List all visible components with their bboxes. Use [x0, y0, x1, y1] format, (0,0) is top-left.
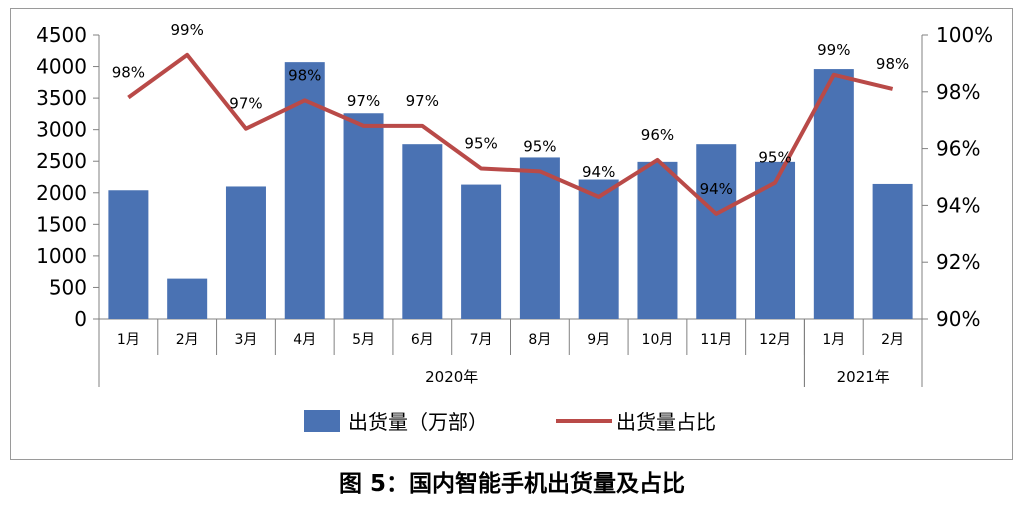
legend-line-label: 出货量占比 [616, 410, 716, 434]
x-tick-label: 1月 [117, 332, 140, 348]
legend-bar-label: 出货量（万部） [348, 410, 488, 434]
y-left-tick-label: 500 [49, 275, 87, 299]
line-layer [127, 52, 894, 216]
y-left-tick-label: 3500 [36, 86, 87, 110]
x-tick-label: 11月 [700, 332, 732, 348]
bar [167, 278, 208, 319]
bar [225, 186, 266, 319]
x-tick-label: 5月 [352, 332, 375, 348]
x-tick-label: 9月 [587, 332, 610, 348]
x-tick-label: 10月 [642, 332, 674, 348]
x-tick-label: 8月 [528, 332, 551, 348]
y-right-tick-label: 100% [936, 23, 993, 47]
bar [108, 190, 149, 319]
y-right-tick-label: 96% [936, 137, 980, 161]
legend-bar-swatch [304, 410, 340, 432]
data-label: 94% [582, 163, 615, 181]
chart-frame [10, 8, 1013, 460]
y-left-tick-label: 3000 [36, 118, 87, 142]
data-label: 95% [464, 134, 497, 152]
x-tick-label: 1月 [822, 332, 845, 348]
bar [872, 183, 913, 319]
data-label: 95% [758, 149, 791, 167]
y-right-tick-label: 94% [936, 193, 980, 217]
bar [696, 144, 737, 319]
y-left-tick-label: 4000 [36, 55, 87, 79]
bar [519, 157, 560, 319]
legend: 出货量（万部） 出货量占比 [304, 410, 716, 434]
bar [578, 179, 619, 319]
x-tick-label: 7月 [470, 332, 493, 348]
chart-caption: 图 5：国内智能手机出货量及占比 [339, 470, 685, 497]
data-label: 98% [876, 55, 909, 73]
data-label: 99% [171, 21, 204, 39]
x-tick-label: 12月 [759, 332, 791, 348]
data-label: 95% [523, 137, 556, 155]
data-label: 98% [288, 66, 321, 84]
y-right-tick-label: 90% [936, 307, 980, 331]
x-tick-label: 6月 [411, 332, 434, 348]
bar [813, 69, 854, 319]
axes-layer: 0 500 1000 1500 2000 2500 3000 3500 4000 4500 90% 9… [36, 23, 993, 387]
data-label: 97% [229, 95, 262, 113]
x-tick-label: 3月 [235, 332, 258, 348]
data-label: 96% [641, 126, 674, 144]
x-tick-label: 4月 [293, 332, 316, 348]
labels-layer: 98% 99% 97% 98% 97% 97% 95% 95% 94% 96% 94% 95% 99% 9… [112, 21, 910, 198]
y-right-tick-label: 92% [936, 250, 980, 274]
x-group-label: 2020年 [425, 368, 478, 386]
y-left-tick-label: 4500 [36, 23, 87, 47]
bar [637, 161, 678, 319]
data-label: 98% [112, 63, 145, 81]
y-right-tick-label: 98% [936, 80, 980, 104]
data-label: 97% [347, 92, 380, 110]
x-tick-label: 2月 [176, 332, 199, 348]
x-tick-label: 2月 [881, 332, 904, 348]
bar [461, 184, 502, 319]
x-group-label: 2021年 [837, 368, 890, 386]
bar [343, 113, 384, 319]
data-label: 97% [406, 92, 439, 110]
y-left-tick-label: 2500 [36, 149, 87, 173]
bar [402, 144, 443, 319]
y-left-tick-label: 0 [74, 307, 87, 331]
y-left-tick-label: 1500 [36, 212, 87, 236]
y-left-tick-label: 1000 [36, 244, 87, 268]
y-left-tick-label: 2000 [36, 181, 87, 205]
share-line [127, 52, 894, 216]
bars-layer [108, 62, 913, 319]
data-label: 99% [817, 41, 850, 59]
data-label: 94% [700, 180, 733, 198]
bar [755, 161, 796, 319]
